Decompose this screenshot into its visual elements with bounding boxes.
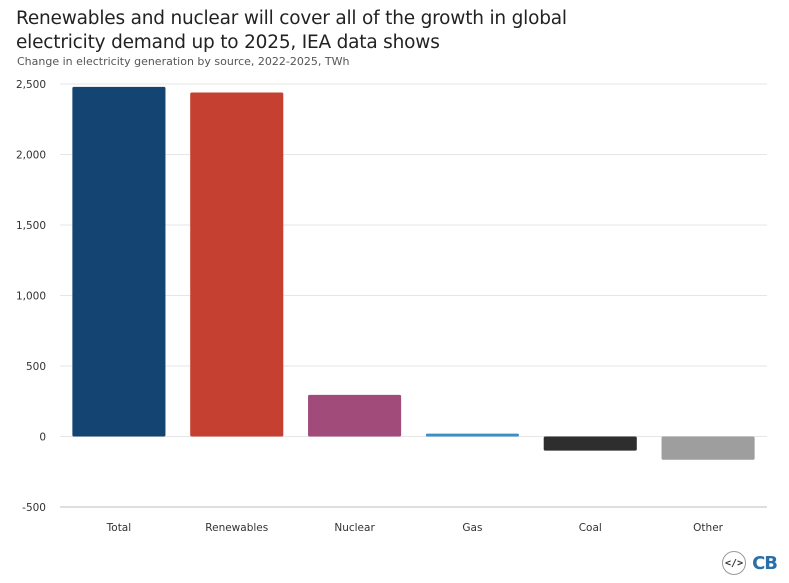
x-tick-label: Renewables: [205, 522, 268, 534]
bar-gas[interactable]: [425, 433, 519, 437]
y-tick-label: 1,500: [16, 220, 46, 232]
bars: [72, 86, 755, 460]
y-tick-label: 500: [26, 361, 46, 373]
bar-total[interactable]: [72, 86, 166, 437]
embed-code-icon[interactable]: </>: [722, 551, 747, 575]
bar-coal[interactable]: [543, 436, 637, 451]
gridlines: [60, 83, 767, 508]
bar-renewables[interactable]: [190, 92, 284, 437]
y-tick-label: 2,500: [16, 79, 46, 91]
y-tick-label: -500: [22, 502, 46, 514]
x-tick-label: Total: [106, 522, 132, 534]
chart-title: Renewables and nuclear will cover all of…: [16, 8, 567, 53]
y-tick-label: 1,000: [16, 291, 46, 303]
y-tick-label: 0: [39, 432, 46, 444]
bar-nuclear[interactable]: [308, 394, 402, 437]
y-tick-label: 2,000: [16, 150, 46, 162]
x-tick-label: Gas: [462, 522, 482, 534]
footer-logo: </> CB: [722, 551, 778, 575]
x-tick-label: Nuclear: [334, 522, 375, 534]
bar-other[interactable]: [661, 436, 755, 460]
y-axis-ticks: -500 0 500 1,000 1,500 2,000 2,500: [16, 79, 46, 514]
x-tick-label: Other: [693, 522, 723, 534]
carbon-brief-logo: CB: [752, 552, 778, 574]
chart-subtitle: Change in electricity generation by sour…: [17, 55, 350, 68]
x-tick-label: Coal: [579, 522, 602, 534]
x-axis-labels: Total Renewables Nuclear Gas Coal Other: [106, 522, 724, 534]
